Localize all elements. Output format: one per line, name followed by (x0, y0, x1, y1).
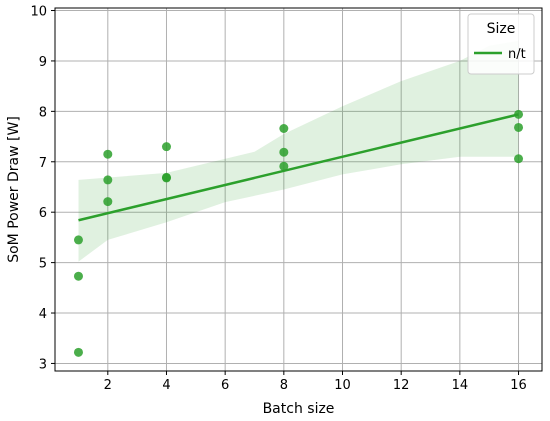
plot-frame (54, 7, 543, 372)
x-tick-label: 4 (162, 378, 170, 393)
y-tick-label: 5 (39, 257, 47, 272)
y-tick-label: 9 (39, 55, 47, 70)
plot-area (55, 8, 542, 371)
y-tick-label: 3 (39, 357, 47, 372)
data-point (73, 271, 83, 281)
y-tick-label: 7 (39, 156, 47, 171)
y-tick-label: 8 (39, 105, 47, 120)
x-tick-label: 12 (393, 378, 410, 393)
y-axis-label: SoM Power Draw [W] (6, 116, 22, 263)
data-point (279, 123, 289, 133)
data-point (161, 172, 171, 182)
grid (55, 8, 542, 371)
data-point (279, 161, 289, 171)
y-axis-ticks: 3 4 5 6 7 8 9 10 (30, 5, 55, 372)
data-point (161, 142, 171, 152)
regression-line-layer (78, 113, 519, 222)
x-tick-label: 8 (280, 378, 288, 393)
legend-title: Size (487, 21, 516, 37)
y-tick-label: 6 (39, 206, 47, 221)
legend-entry-label: n/t (508, 47, 526, 62)
y-tick-label: 10 (30, 5, 47, 20)
data-point (514, 154, 524, 164)
x-tick-label: 16 (510, 378, 527, 393)
confidence-band (78, 40, 519, 262)
regression-line (78, 113, 519, 222)
data-point (103, 149, 113, 159)
data-point (103, 197, 113, 207)
data-point (279, 147, 289, 157)
data-points (73, 109, 524, 357)
x-tick-label: 6 (221, 378, 229, 393)
x-tick-label: 2 (104, 378, 112, 393)
x-tick-label: 14 (452, 378, 469, 393)
x-tick-label: 10 (334, 378, 351, 393)
x-axis-ticks: 2 4 6 8 10 12 14 16 (104, 371, 527, 393)
legend: Size n/t (467, 13, 535, 75)
data-point (514, 109, 524, 119)
data-point (73, 235, 83, 245)
y-tick-label: 4 (39, 307, 47, 322)
data-point (103, 175, 113, 185)
data-point (73, 347, 83, 357)
legend-box (467, 13, 535, 75)
data-point (514, 122, 524, 132)
x-axis-label: Batch size (263, 401, 335, 417)
confidence-band-area (78, 40, 519, 262)
